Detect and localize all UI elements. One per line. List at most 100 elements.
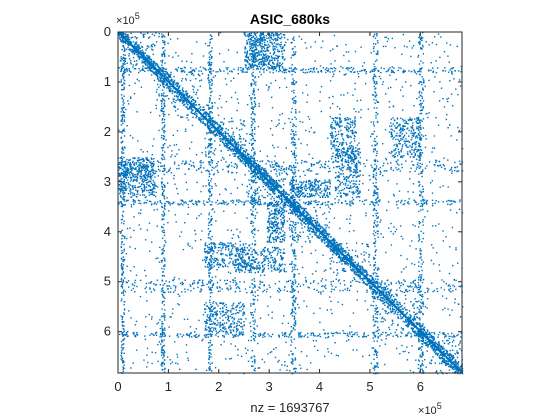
nonzero-point [197,97,199,99]
nonzero-point [225,132,227,134]
nonzero-point [388,299,390,302]
nonzero-point [137,51,139,53]
nonzero-point [148,57,150,59]
nonzero-point [161,97,164,100]
nonzero-point [184,103,186,105]
nonzero-point [184,94,186,96]
nonzero-point [325,235,328,237]
nonzero-point [180,91,182,94]
nonzero-point [184,78,187,80]
nonzero-point [215,121,217,124]
nonzero-point [126,36,128,38]
nonzero-point [224,134,226,137]
nonzero-point [303,222,305,224]
nonzero-point [327,206,330,208]
nonzero-point [268,177,271,179]
nonzero-point [244,164,246,166]
nonzero-point [182,91,184,93]
nonzero-point [206,125,209,127]
nonzero-point [159,115,161,117]
nonzero-point [158,80,160,82]
nonzero-point [366,283,369,285]
nonzero-point [187,96,189,99]
nonzero-point [292,199,294,201]
nonzero-point [267,184,269,186]
nonzero-point [225,145,227,148]
nonzero-point [145,64,147,66]
nonzero-point [310,227,312,229]
nonzero-point [125,40,127,43]
nonzero-point [326,244,329,246]
nonzero-point [151,46,153,48]
nonzero-point [256,188,259,190]
nonzero-point [346,253,349,256]
nonzero-point [220,140,222,142]
nonzero-point [275,168,277,170]
nonzero-point [275,173,277,175]
nonzero-point [140,57,143,59]
nonzero-point [288,205,290,207]
nonzero-point [259,165,261,167]
nonzero-point [277,195,280,198]
nonzero-point [293,210,296,213]
nonzero-point [303,210,305,213]
nonzero-point [218,132,220,134]
nonzero-point [266,175,268,177]
nonzero-point [124,40,127,42]
nonzero-point [132,57,135,59]
nonzero-point [261,176,263,178]
nonzero-point [147,63,149,65]
nonzero-point [265,169,267,172]
nonzero-point [166,73,168,75]
nonzero-point [185,95,188,97]
nonzero-point [304,209,306,211]
nonzero-point [150,62,152,64]
nonzero-point [194,100,196,102]
nonzero-point [334,249,336,252]
nonzero-point [213,131,215,133]
nonzero-point [239,151,241,153]
nonzero-point [321,241,323,243]
nonzero-point [328,244,330,246]
nonzero-point [143,60,145,62]
nonzero-point [301,208,303,210]
nonzero-point [265,171,268,174]
nonzero-point [222,134,224,136]
nonzero-point [171,85,174,87]
nonzero-point [264,172,266,174]
nonzero-point [428,340,431,342]
nonzero-point [282,194,284,196]
nonzero-point [149,64,151,66]
nonzero-point [235,147,237,149]
nonzero-point [190,105,192,107]
nonzero-point [234,149,237,151]
nonzero-point [173,87,175,89]
nonzero-point [219,144,221,146]
nonzero-point [233,146,235,148]
nonzero-point [128,39,130,41]
nonzero-point [270,189,272,191]
nonzero-point [272,188,274,191]
nonzero-point [280,193,282,195]
nonzero-point [231,117,233,119]
nonzero-point [360,272,362,274]
nonzero-point [344,252,347,254]
nonzero-point [285,172,287,174]
nonzero-point [223,138,225,141]
nonzero-point [230,136,233,138]
nonzero-point [170,83,173,86]
nonzero-point [309,229,311,231]
nonzero-point [138,56,140,58]
nonzero-point [143,61,146,64]
nonzero-point [123,35,125,38]
nonzero-point [142,58,144,61]
nonzero-point [271,185,273,188]
nonzero-point [256,189,258,192]
nonzero-point [213,126,215,128]
nonzero-point [193,70,196,73]
nonzero-point [147,61,149,63]
nonzero-point [205,151,207,153]
nonzero-point [166,79,169,81]
nonzero-point [159,74,161,76]
nonzero-point [252,171,255,173]
